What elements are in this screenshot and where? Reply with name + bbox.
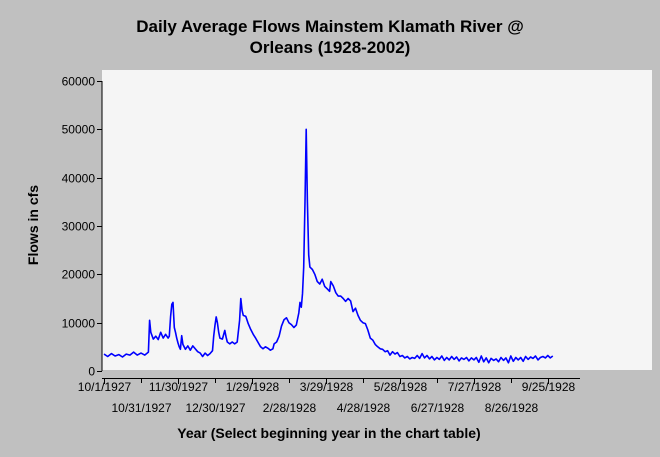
y-axis: 0 10000 20000 30000 40000 50000 60000 bbox=[62, 75, 103, 379]
x-tick-label-11: 8/26/1928 bbox=[485, 401, 539, 415]
series-group bbox=[103, 128, 554, 364]
y-tick-label-3: 30000 bbox=[62, 220, 96, 234]
x-tick-label-7: 4/28/1928 bbox=[337, 401, 391, 415]
x-axis-label: Year (Select beginning year in the chart… bbox=[177, 425, 480, 441]
y-axis-label: Flows in cfs bbox=[25, 185, 41, 265]
x-tick-label-10: 7/27/1928 bbox=[448, 380, 502, 394]
x-tick-label-3: 12/30/1927 bbox=[185, 401, 245, 415]
x-tick-label-2: 11/30/1927 bbox=[149, 380, 208, 394]
chart-title-line-1: Daily Average Flows Mainstem Klamath Riv… bbox=[136, 17, 524, 36]
y-tick-label-4: 40000 bbox=[62, 172, 96, 186]
x-tick-label-1: 10/31/1927 bbox=[111, 401, 171, 415]
x-tick-label-0: 10/1/1927 bbox=[78, 380, 132, 394]
x-tick-label-12: 9/25/1928 bbox=[522, 380, 576, 394]
x-tick-label-9: 6/27/1928 bbox=[411, 401, 465, 415]
y-tick-label-0: 0 bbox=[88, 365, 95, 379]
x-axis: 10/1/1927 10/31/1927 11/30/1927 12/30/1927 1… bbox=[78, 378, 580, 415]
x-tick-label-6: 3/29/1928 bbox=[300, 380, 354, 394]
y-tick-label-6: 60000 bbox=[62, 75, 96, 89]
y-tick-label-2: 20000 bbox=[62, 268, 96, 282]
x-tick-label-8: 5/28/1928 bbox=[374, 380, 428, 394]
y-tick-label-5: 50000 bbox=[62, 123, 96, 137]
plot-area bbox=[102, 70, 652, 370]
y-tick-label-1: 10000 bbox=[62, 317, 96, 331]
x-tick-label-5: 2/28/1928 bbox=[263, 401, 317, 415]
series-line-0 bbox=[103, 128, 554, 364]
x-tick-label-4: 1/29/1928 bbox=[226, 380, 280, 394]
chart-title: Daily Average Flows Mainstem Klamath Riv… bbox=[0, 16, 660, 58]
chart-title-line-2: Orleans (1928-2002) bbox=[249, 38, 411, 57]
